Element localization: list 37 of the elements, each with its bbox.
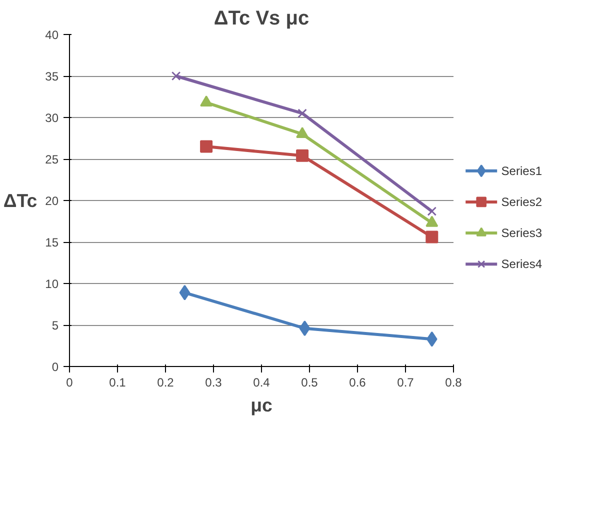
point	[200, 95, 213, 106]
point	[171, 71, 181, 81]
legend-label: Series3	[501, 226, 542, 240]
chart-title: ΔTc Vs μc	[214, 8, 310, 30]
y-axis-title: ΔTc	[3, 190, 38, 211]
x-tick-label: 0.4	[253, 376, 270, 390]
point	[426, 230, 438, 244]
y-tick-label: 20	[45, 194, 59, 208]
x-tick-label: 0.6	[349, 376, 366, 390]
y-tick-label: 40	[45, 28, 59, 42]
x-tick-label: 0.8	[445, 376, 462, 390]
point	[179, 284, 190, 300]
x-tick-label: 0.7	[397, 376, 414, 390]
point	[426, 331, 438, 347]
y-tick-label: 5	[52, 318, 59, 332]
x-axis-title: μc	[250, 394, 272, 416]
y-tick-label: 15	[45, 236, 59, 250]
y-tick-label: 30	[45, 111, 59, 125]
y-tick-label: 10	[45, 277, 59, 291]
point	[200, 140, 213, 153]
point	[296, 127, 309, 138]
x-tick-label: 0.3	[205, 376, 222, 390]
legend-label: Series4	[501, 257, 542, 272]
point	[298, 108, 307, 118]
x-tick-label: 0.2	[157, 376, 174, 390]
point	[427, 206, 437, 216]
y-tick-label: 0	[52, 360, 59, 374]
y-tick-label: 25	[45, 152, 59, 166]
point	[296, 149, 309, 162]
legend-label: Series2	[501, 194, 542, 209]
point	[426, 216, 438, 227]
point	[299, 320, 310, 336]
x-tick-label: 0	[66, 376, 74, 390]
y-tick-label: 35	[45, 70, 59, 84]
x-tick-label: 0.5	[301, 376, 318, 390]
x-tick-label: 0.1	[109, 376, 126, 390]
legend-label: Series1	[501, 164, 542, 178]
